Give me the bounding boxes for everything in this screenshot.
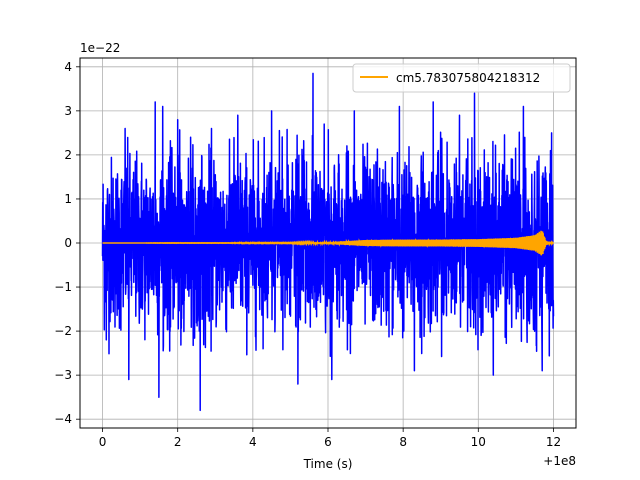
plot-area — [101, 72, 555, 412]
y-tick-label: 4 — [64, 60, 72, 74]
x-tick-label: 0 — [99, 435, 107, 449]
x-tick-label: 12 — [546, 435, 561, 449]
y-axis: −4 −3 −2 −1 0 1 2 3 4 — [54, 60, 80, 426]
chirp-series-line — [102, 230, 554, 256]
legend: cm5.783075804218312 — [352, 63, 571, 93]
legend-label: cm5.783075804218312 — [396, 71, 540, 85]
y-tick-label: −2 — [54, 324, 72, 338]
x-tick-label: 10 — [471, 435, 486, 449]
y-tick-label: −1 — [54, 280, 72, 294]
y-tick-label: 0 — [64, 236, 72, 250]
y-tick-label: −3 — [54, 368, 72, 382]
y-tick-label: 1 — [64, 192, 72, 206]
x-tick-label: 2 — [174, 435, 182, 449]
y-tick-label: −4 — [54, 412, 72, 426]
y-scale-text: 1e−22 — [80, 41, 120, 55]
legend-frame — [352, 63, 571, 93]
x-offset-text: +1e8 — [543, 454, 576, 468]
x-axis: 0 2 4 6 8 10 12 — [99, 428, 561, 449]
y-tick-label: 2 — [64, 148, 72, 162]
x-tick-label: 8 — [399, 435, 407, 449]
x-tick-label: 6 — [324, 435, 332, 449]
y-tick-label: 3 — [64, 104, 72, 118]
x-axis-label: Time (s) — [303, 457, 353, 471]
x-tick-label: 4 — [249, 435, 257, 449]
